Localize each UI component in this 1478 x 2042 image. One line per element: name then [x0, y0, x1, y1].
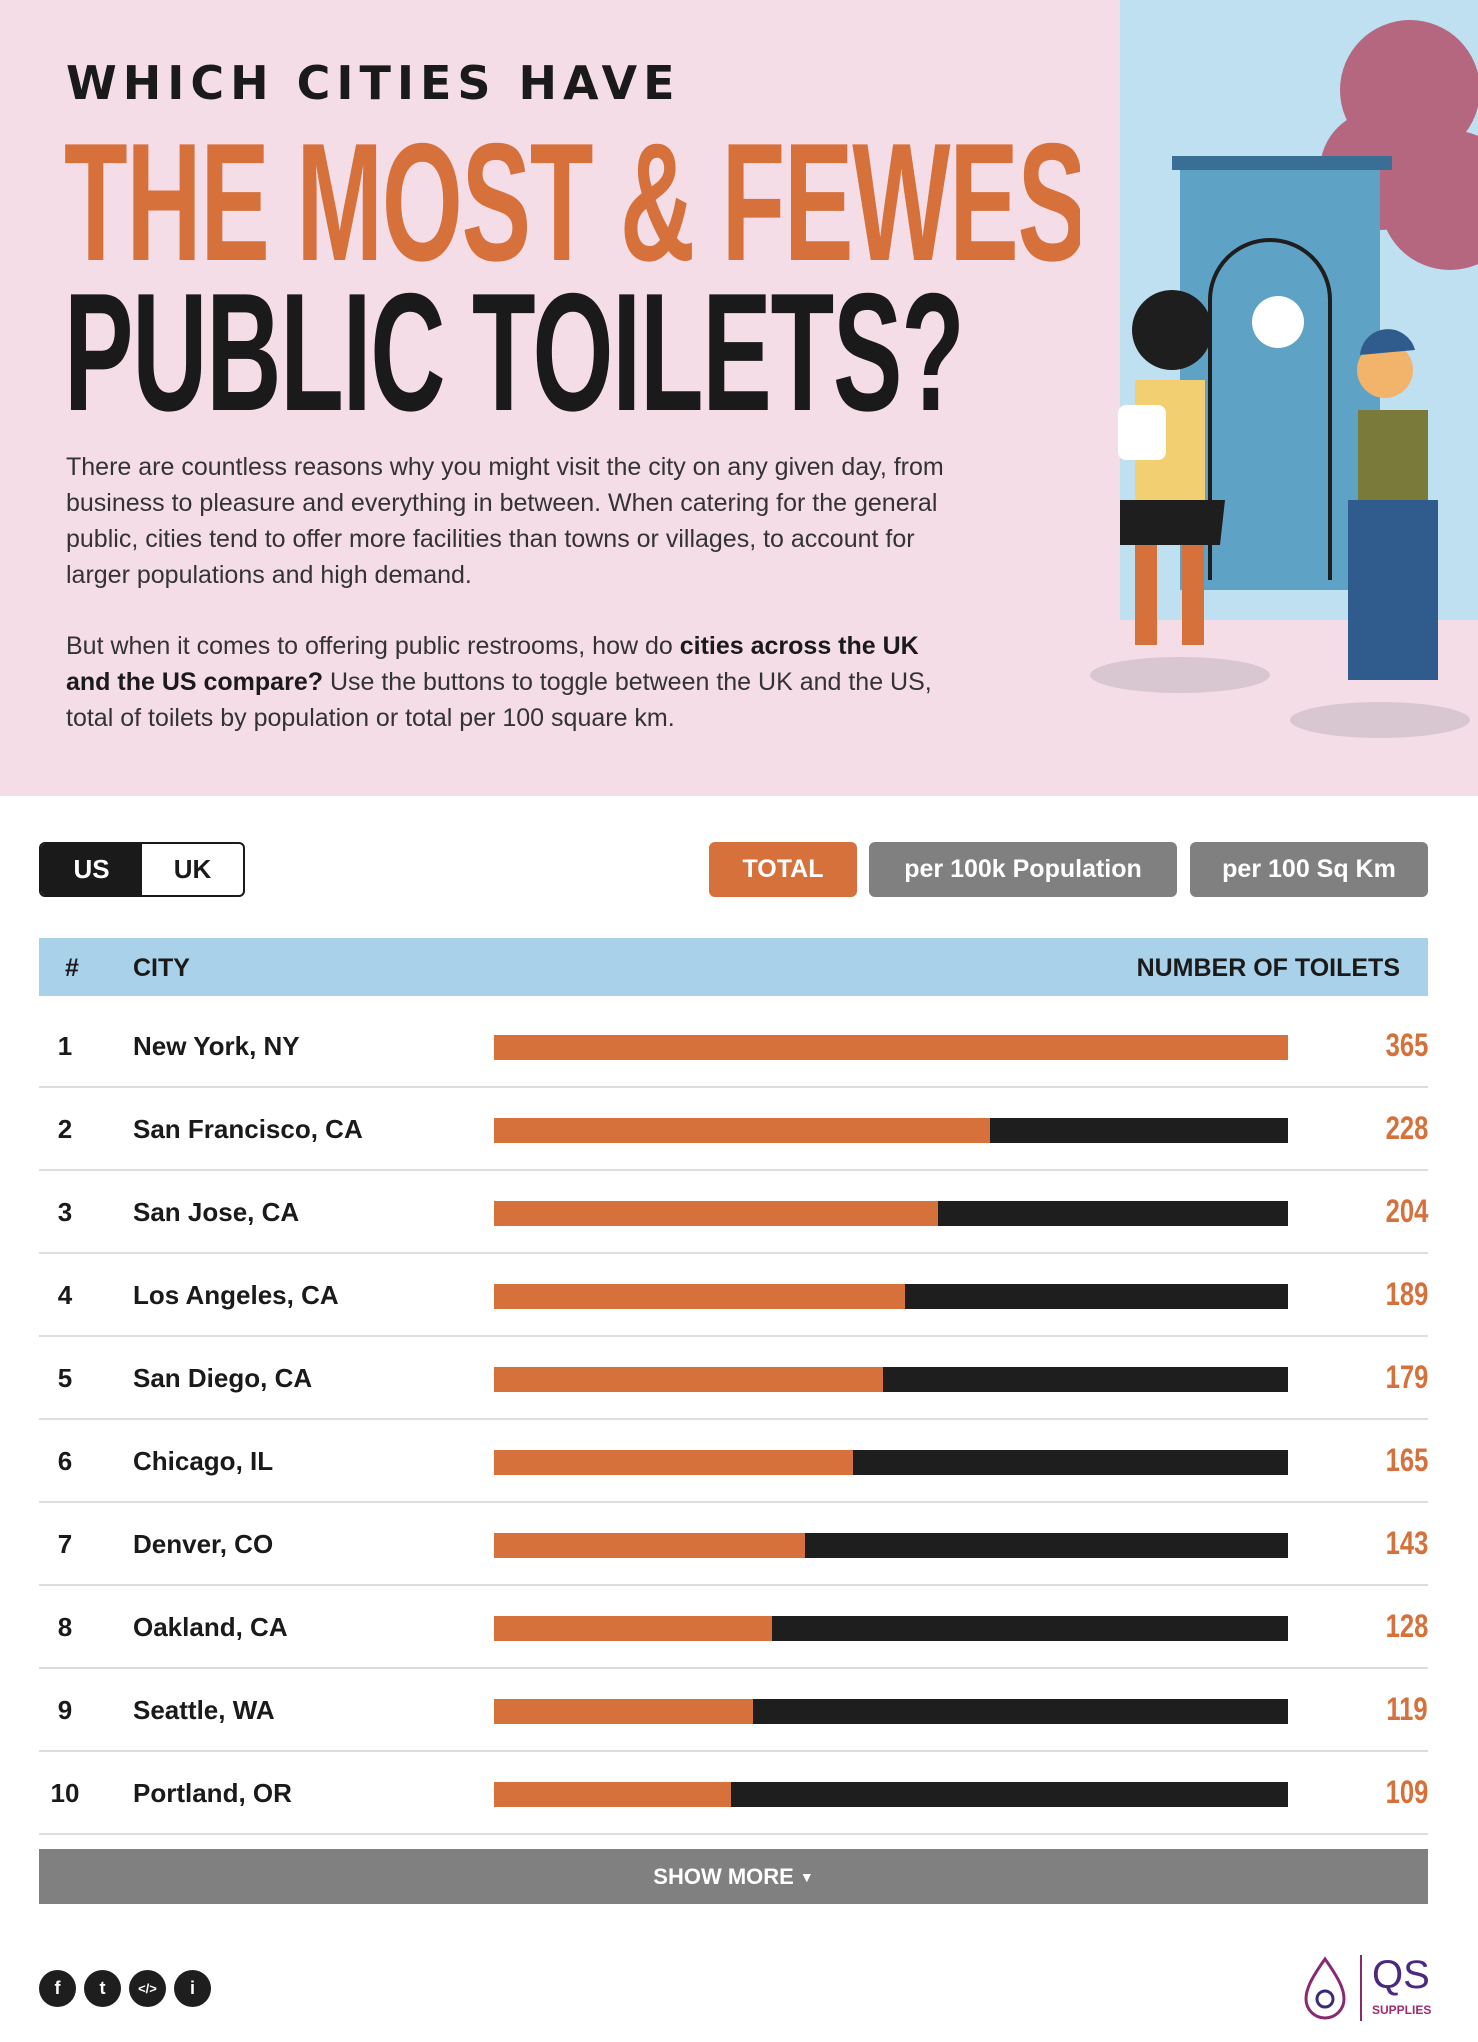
table-row: 10 Portland, OR 109 [39, 1752, 1428, 1835]
rank: 5 [57, 1363, 73, 1393]
rank: 1 [57, 1031, 73, 1061]
bar-track [494, 1118, 1288, 1143]
bar-track [494, 1367, 1288, 1392]
country-uk-button[interactable]: UK [173, 854, 212, 884]
table-row: 8 Oakland, CA 128 [39, 1586, 1428, 1669]
logo-subtext: SUPPLIES [1372, 2003, 1432, 2017]
value-header: NUMBER OF TOILETS [1136, 954, 1400, 982]
city-name: Oakland, CA [133, 1612, 288, 1642]
city-name: Seattle, WA [133, 1695, 275, 1725]
city-name: New York, NY [133, 1031, 300, 1061]
bar-fill [494, 1367, 884, 1392]
table-row: 4 Los Angeles, CA 189 [39, 1254, 1428, 1337]
toilet-count: 228 [1385, 1110, 1428, 1146]
rank: 2 [57, 1114, 73, 1144]
emphasis: cities across the UK and the US compare? [66, 632, 919, 696]
city-name: Portland, OR [133, 1778, 292, 1808]
bar-fill [494, 1533, 806, 1558]
title-line-1: THE MOST & FEWEST [64, 108, 1149, 296]
toilet-count: 365 [1385, 1027, 1428, 1063]
logo-divider [1360, 1955, 1362, 2021]
metric-per-100sqkm-button[interactable]: per 100 Sq Km [1190, 842, 1428, 897]
bar-track [494, 1533, 1288, 1558]
kicker-heading: WHICH CITIES HAVE [66, 56, 681, 110]
city-name: San Francisco, CA [133, 1114, 363, 1144]
intro-paragraph: There are countless reasons why you migh… [66, 453, 944, 589]
rank: 6 [57, 1446, 73, 1476]
bar-fill [494, 1450, 853, 1475]
city-name: Los Angeles, CA [133, 1280, 339, 1310]
rank: 8 [57, 1612, 73, 1642]
bar-track [494, 1782, 1288, 1807]
show-more-label: SHOW MORE [653, 1863, 794, 1889]
table-row: 2 San Francisco, CA 228 [39, 1088, 1428, 1171]
bar-fill [494, 1201, 938, 1226]
facebook-icon[interactable]: f [39, 1970, 76, 2007]
twitter-icon[interactable]: t [84, 1970, 121, 2007]
text: But when it comes to offering public res… [66, 632, 680, 660]
bar-track [494, 1699, 1288, 1724]
city-name: Chicago, IL [133, 1446, 274, 1476]
bar-track [494, 1201, 1288, 1226]
rank: 3 [57, 1197, 73, 1227]
logo-text: QS [1372, 1953, 1430, 1997]
bar-fill [494, 1284, 906, 1309]
hero-section: WHICH CITIES HAVE THE MOST & FEWEST PUBL… [0, 0, 1478, 796]
metric-per-100k-button[interactable]: per 100k Population [869, 842, 1177, 897]
toilet-count: 165 [1385, 1442, 1428, 1478]
embed-icon[interactable]: </> [129, 1970, 166, 2007]
city-header: CITY [133, 954, 190, 982]
table-row: 1 New York, NY 365 [39, 1005, 1428, 1088]
bar-track [494, 1616, 1288, 1641]
droplet-icon [1304, 1956, 1346, 2020]
bar-track [494, 1284, 1288, 1309]
city-name: San Jose, CA [133, 1197, 300, 1227]
bar-track [494, 1035, 1288, 1060]
bar-fill [494, 1616, 773, 1641]
bar-fill [494, 1035, 1288, 1060]
table-row: 9 Seattle, WA 119 [39, 1669, 1428, 1752]
toilet-count: 189 [1385, 1276, 1428, 1312]
bar-track [494, 1450, 1288, 1475]
caret-down-icon: ▼ [799, 1868, 814, 1885]
rank: 9 [57, 1695, 73, 1725]
qs-supplies-logo: QS SUPPLIES [1300, 1953, 1450, 2021]
toilet-count: 179 [1385, 1359, 1428, 1395]
instructions-paragraph: But when it comes to offering public res… [66, 628, 966, 736]
toilet-count: 109 [1385, 1774, 1428, 1810]
country-us-button[interactable]: US [41, 844, 142, 895]
toilet-count: 143 [1385, 1525, 1428, 1561]
table-row: 5 San Diego, CA 179 [39, 1337, 1428, 1420]
toilet-count: 119 [1386, 1691, 1428, 1727]
bar-fill [494, 1699, 753, 1724]
toilet-count: 204 [1385, 1193, 1428, 1229]
rank-header: # [65, 954, 79, 982]
city-name: Denver, CO [133, 1529, 274, 1559]
toilet-count: 128 [1385, 1608, 1428, 1644]
table-row: 6 Chicago, IL 165 [39, 1420, 1428, 1503]
toilet-illustration [1080, 0, 1478, 796]
rank: 4 [57, 1280, 73, 1310]
country-toggle: US UK [39, 842, 245, 897]
metric-total-button[interactable]: TOTAL [709, 842, 857, 897]
show-more-button[interactable]: SHOW MORE ▼ [39, 1849, 1428, 1904]
bar-fill [494, 1782, 732, 1807]
bar-fill [494, 1118, 990, 1143]
info-icon[interactable]: i [174, 1970, 211, 2007]
title-line-2: PUBLIC TOILETS? [64, 258, 965, 446]
table-row: 7 Denver, CO 143 [39, 1503, 1428, 1586]
rank: 10 [50, 1778, 80, 1808]
table-row: 3 San Jose, CA 204 [39, 1171, 1428, 1254]
text: Use the buttons to toggle between the UK… [66, 668, 932, 732]
table-header: # CITY NUMBER OF TOILETS [39, 938, 1428, 996]
rank: 7 [57, 1529, 73, 1559]
city-name: San Diego, CA [133, 1363, 313, 1393]
